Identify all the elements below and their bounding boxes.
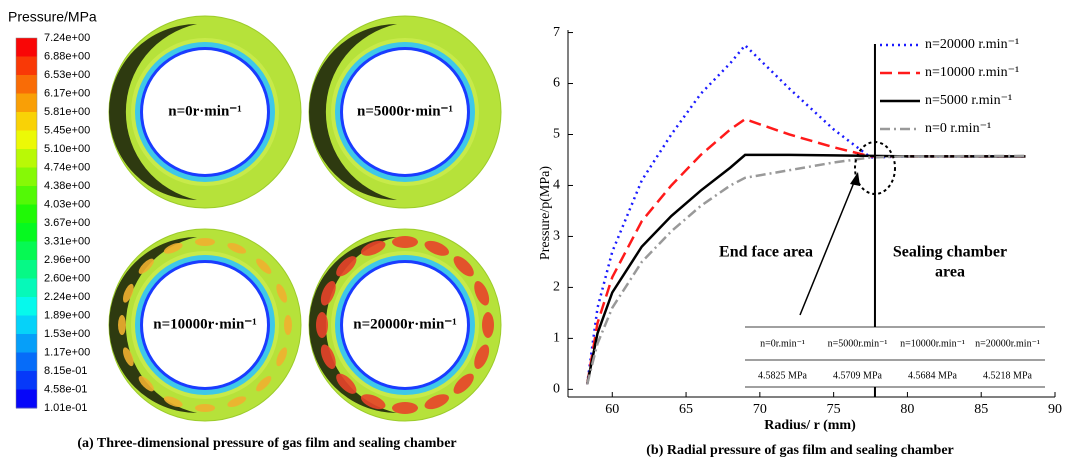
colorbar-swatch bbox=[16, 57, 37, 76]
caption-b: (b) Radial pressure of gas film and seal… bbox=[646, 443, 954, 458]
pressure-spot bbox=[284, 315, 292, 335]
colorbar-label: 4.58e-01 bbox=[44, 383, 87, 395]
colorbar-label: 6.88e+00 bbox=[44, 50, 90, 62]
annotation: Sealing chamber bbox=[893, 244, 1007, 261]
panel-label: n=5000r·min⁻¹ bbox=[357, 103, 453, 119]
table-header: n=10000r.min⁻¹ bbox=[900, 338, 965, 349]
table-header: n=20000r.min⁻¹ bbox=[975, 338, 1040, 349]
x-axis-label: Radius/ r (mm) bbox=[764, 418, 856, 433]
table-cell: 4.5825 MPa bbox=[758, 370, 807, 381]
colorbar-label: 3.31e+00 bbox=[44, 235, 90, 247]
legend-label: n=20000 r.min⁻¹ bbox=[925, 37, 1019, 52]
table-header: n=5000r.min⁻¹ bbox=[828, 338, 888, 349]
colorbar-swatch bbox=[16, 390, 37, 409]
colorbar-label: 6.53e+00 bbox=[44, 69, 90, 81]
table-cell: 4.5218 MPa bbox=[983, 370, 1032, 381]
colorbar-swatch bbox=[16, 242, 37, 261]
x-tick-label: 65 bbox=[679, 402, 693, 417]
table-cell: 4.5684 MPa bbox=[908, 370, 957, 381]
pressure-spot bbox=[118, 315, 126, 335]
colorbar-label: 4.38e+00 bbox=[44, 180, 90, 192]
colorbar-swatch bbox=[16, 334, 37, 353]
colorbar-swatch bbox=[16, 279, 37, 298]
pressure-spot bbox=[392, 402, 418, 414]
colorbar-swatch bbox=[16, 260, 37, 279]
colorbar-swatch bbox=[16, 297, 37, 316]
colorbar-swatch bbox=[16, 94, 37, 113]
y-tick-label: 7 bbox=[553, 25, 560, 40]
colorbar-label: 4.03e+00 bbox=[44, 198, 90, 210]
x-tick-label: 80 bbox=[900, 402, 914, 417]
legend-label: n=0 r.min⁻¹ bbox=[925, 121, 991, 136]
annotation: area bbox=[935, 264, 965, 281]
panel-label: n=10000r·min⁻¹ bbox=[153, 316, 256, 332]
annotation: End face area bbox=[719, 244, 813, 261]
figure: Pressure/MPa (a) Three-dimensional press… bbox=[0, 0, 1065, 464]
colorbar-label: 1.01e-01 bbox=[44, 402, 87, 414]
colorbar-label: 3.67e+00 bbox=[44, 217, 90, 229]
table-header: n=0r.min⁻¹ bbox=[760, 338, 805, 349]
colorbar-label: 6.17e+00 bbox=[44, 87, 90, 99]
x-tick-label: 85 bbox=[974, 402, 988, 417]
colorbar-swatch bbox=[16, 75, 37, 94]
y-tick-label: 4 bbox=[553, 178, 560, 193]
colorbar-swatch bbox=[16, 371, 37, 390]
y-tick-label: 2 bbox=[553, 280, 560, 295]
colorbar-swatch bbox=[16, 186, 37, 205]
colorbar-swatch bbox=[16, 112, 37, 131]
pressure-spot bbox=[482, 312, 494, 338]
arrow-head bbox=[850, 172, 860, 186]
pressure-spot bbox=[392, 236, 418, 248]
colorbar-swatch bbox=[16, 131, 37, 150]
colorbar-swatch bbox=[16, 353, 37, 372]
colorbar-swatch bbox=[16, 38, 37, 57]
colorbar-label: 5.45e+00 bbox=[44, 124, 90, 136]
pressure-spot bbox=[316, 312, 328, 338]
colorbar-swatch bbox=[16, 223, 37, 242]
colorbar-label: 5.10e+00 bbox=[44, 143, 90, 155]
panel-label: n=20000r·min⁻¹ bbox=[353, 316, 456, 332]
colorbar-label: 2.24e+00 bbox=[44, 291, 90, 303]
colorbar-label: 7.24e+00 bbox=[44, 32, 90, 44]
panel-label: n=0r·min⁻¹ bbox=[168, 103, 241, 119]
y-axis-label: Pressure/p(MPa) bbox=[538, 166, 553, 260]
colorbar-label: 8.15e-01 bbox=[44, 365, 87, 377]
pressure-spot bbox=[195, 404, 215, 412]
caption-a: (a) Three-dimensional pressure of gas fi… bbox=[77, 436, 456, 451]
page: { "figure_a": { "colorbar_title": "Press… bbox=[0, 0, 1065, 464]
x-tick-label: 60 bbox=[605, 402, 619, 417]
colorbar-swatch bbox=[16, 149, 37, 168]
y-tick-label: 0 bbox=[553, 382, 560, 397]
x-tick-label: 75 bbox=[827, 402, 841, 417]
colorbar-label: 5.81e+00 bbox=[44, 106, 90, 118]
y-tick-label: 1 bbox=[553, 331, 560, 346]
colorbar-title: Pressure/MPa bbox=[8, 9, 97, 25]
colorbar-label: 2.96e+00 bbox=[44, 254, 90, 266]
legend-label: n=5000 r.min⁻¹ bbox=[925, 93, 1012, 108]
colorbar-label: 4.74e+00 bbox=[44, 161, 90, 173]
x-tick-label: 90 bbox=[1048, 402, 1062, 417]
y-tick-label: 3 bbox=[553, 229, 560, 244]
y-tick-label: 6 bbox=[553, 76, 560, 91]
colorbar-swatch bbox=[16, 205, 37, 224]
colorbar-swatch bbox=[16, 168, 37, 187]
colorbar-label: 1.53e+00 bbox=[44, 328, 90, 340]
legend-label: n=10000 r.min⁻¹ bbox=[925, 65, 1019, 80]
colorbar-label: 1.89e+00 bbox=[44, 309, 90, 321]
colorbar-label: 1.17e+00 bbox=[44, 346, 90, 358]
colorbar-swatch bbox=[16, 316, 37, 335]
x-tick-label: 70 bbox=[753, 402, 767, 417]
table-cell: 4.5709 MPa bbox=[833, 370, 882, 381]
y-tick-label: 5 bbox=[553, 127, 560, 142]
colorbar-label: 2.60e+00 bbox=[44, 272, 90, 284]
pressure-spot bbox=[195, 238, 215, 246]
